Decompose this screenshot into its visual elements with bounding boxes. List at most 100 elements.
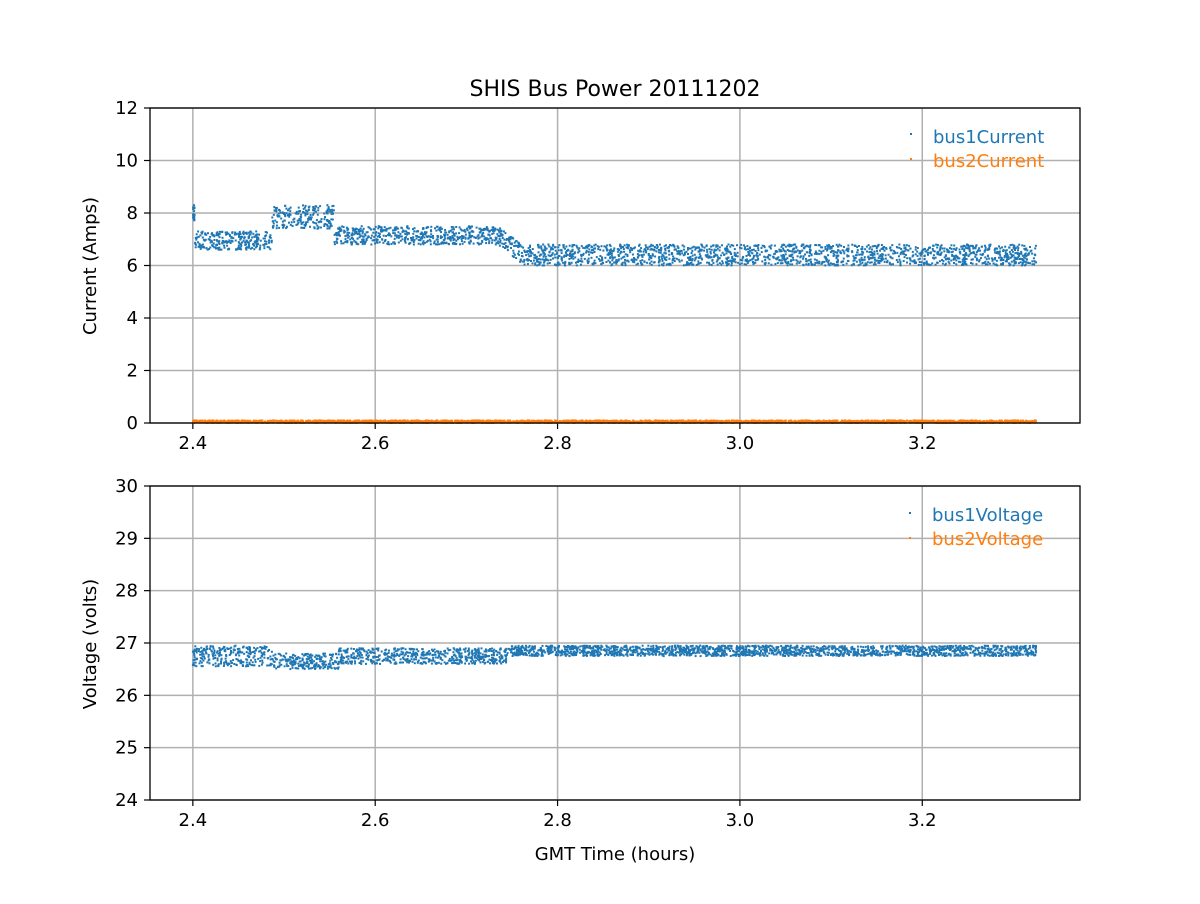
data-point xyxy=(998,253,1000,255)
data-point xyxy=(987,255,989,257)
data-point xyxy=(706,244,708,246)
data-point xyxy=(519,244,521,246)
data-point xyxy=(218,240,220,242)
data-point xyxy=(598,246,600,248)
data-point xyxy=(1005,252,1007,254)
data-point xyxy=(485,229,487,231)
data-point xyxy=(871,261,873,263)
data-point xyxy=(899,247,901,249)
data-point xyxy=(712,259,714,261)
data-point xyxy=(715,249,717,251)
data-point xyxy=(300,221,302,223)
data-point xyxy=(193,204,195,206)
data-point xyxy=(955,259,957,261)
data-point xyxy=(557,262,559,264)
data-point xyxy=(838,244,840,246)
data-point xyxy=(507,249,509,251)
data-point xyxy=(1009,251,1011,253)
data-point xyxy=(362,243,364,245)
data-point xyxy=(881,248,883,250)
data-point xyxy=(246,420,248,422)
data-point xyxy=(571,246,573,248)
data-point xyxy=(961,264,963,266)
data-point xyxy=(264,243,266,245)
data-point xyxy=(293,218,295,220)
data-point xyxy=(582,247,584,249)
data-point xyxy=(253,248,255,250)
x-tick-label: 3.0 xyxy=(726,433,755,454)
data-point xyxy=(864,248,866,250)
data-point xyxy=(990,244,992,246)
data-point xyxy=(383,229,385,231)
data-point xyxy=(271,217,273,219)
data-point xyxy=(387,241,389,243)
data-point xyxy=(865,420,867,422)
data-point xyxy=(626,260,628,262)
data-point xyxy=(881,256,883,258)
data-point xyxy=(276,214,278,216)
data-point xyxy=(768,254,770,256)
data-point xyxy=(777,257,779,259)
data-point xyxy=(940,253,942,255)
data-point xyxy=(831,250,833,252)
data-point xyxy=(903,260,905,262)
data-point xyxy=(1013,245,1015,247)
data-point xyxy=(873,264,875,266)
data-point xyxy=(988,248,990,250)
data-point xyxy=(808,255,810,257)
data-point xyxy=(664,258,666,260)
data-point xyxy=(740,244,742,246)
data-point xyxy=(503,239,505,241)
data-point xyxy=(749,246,751,248)
data-point xyxy=(346,232,348,234)
data-point xyxy=(244,244,246,246)
data-point xyxy=(919,261,921,263)
data-point xyxy=(996,260,998,262)
data-point xyxy=(948,261,950,263)
data-point xyxy=(243,240,245,242)
data-point xyxy=(324,216,326,218)
data-point xyxy=(633,257,635,259)
data-point xyxy=(547,259,549,261)
data-point xyxy=(709,248,711,250)
data-point xyxy=(759,254,761,256)
data-point xyxy=(1022,255,1024,257)
data-point xyxy=(807,264,809,266)
data-point xyxy=(438,229,440,231)
data-point xyxy=(327,225,329,227)
data-point xyxy=(794,252,796,254)
data-point xyxy=(250,231,252,233)
data-point xyxy=(467,238,469,240)
data-point xyxy=(260,240,262,242)
data-point xyxy=(453,239,455,241)
data-point xyxy=(660,249,662,251)
data-point xyxy=(592,263,594,265)
data-point xyxy=(968,255,970,257)
data-point xyxy=(1034,247,1036,249)
data-point xyxy=(986,258,988,260)
data-point xyxy=(913,259,915,261)
data-point xyxy=(567,254,569,256)
data-point xyxy=(418,243,420,245)
data-point xyxy=(467,229,469,231)
data-point xyxy=(340,228,342,230)
data-point xyxy=(558,249,560,251)
data-point xyxy=(994,249,996,251)
data-point xyxy=(514,242,516,244)
data-point xyxy=(785,258,787,260)
data-point xyxy=(649,256,651,258)
data-point xyxy=(209,236,211,238)
data-point xyxy=(317,214,319,216)
data-point xyxy=(375,232,377,234)
data-point xyxy=(757,247,759,249)
data-point xyxy=(537,261,539,263)
data-point xyxy=(215,244,217,246)
data-point xyxy=(648,253,650,255)
data-point xyxy=(721,260,723,262)
data-point xyxy=(751,249,753,251)
data-point xyxy=(494,228,496,230)
data-point xyxy=(736,244,738,246)
data-point xyxy=(726,250,728,252)
data-point xyxy=(674,246,676,248)
